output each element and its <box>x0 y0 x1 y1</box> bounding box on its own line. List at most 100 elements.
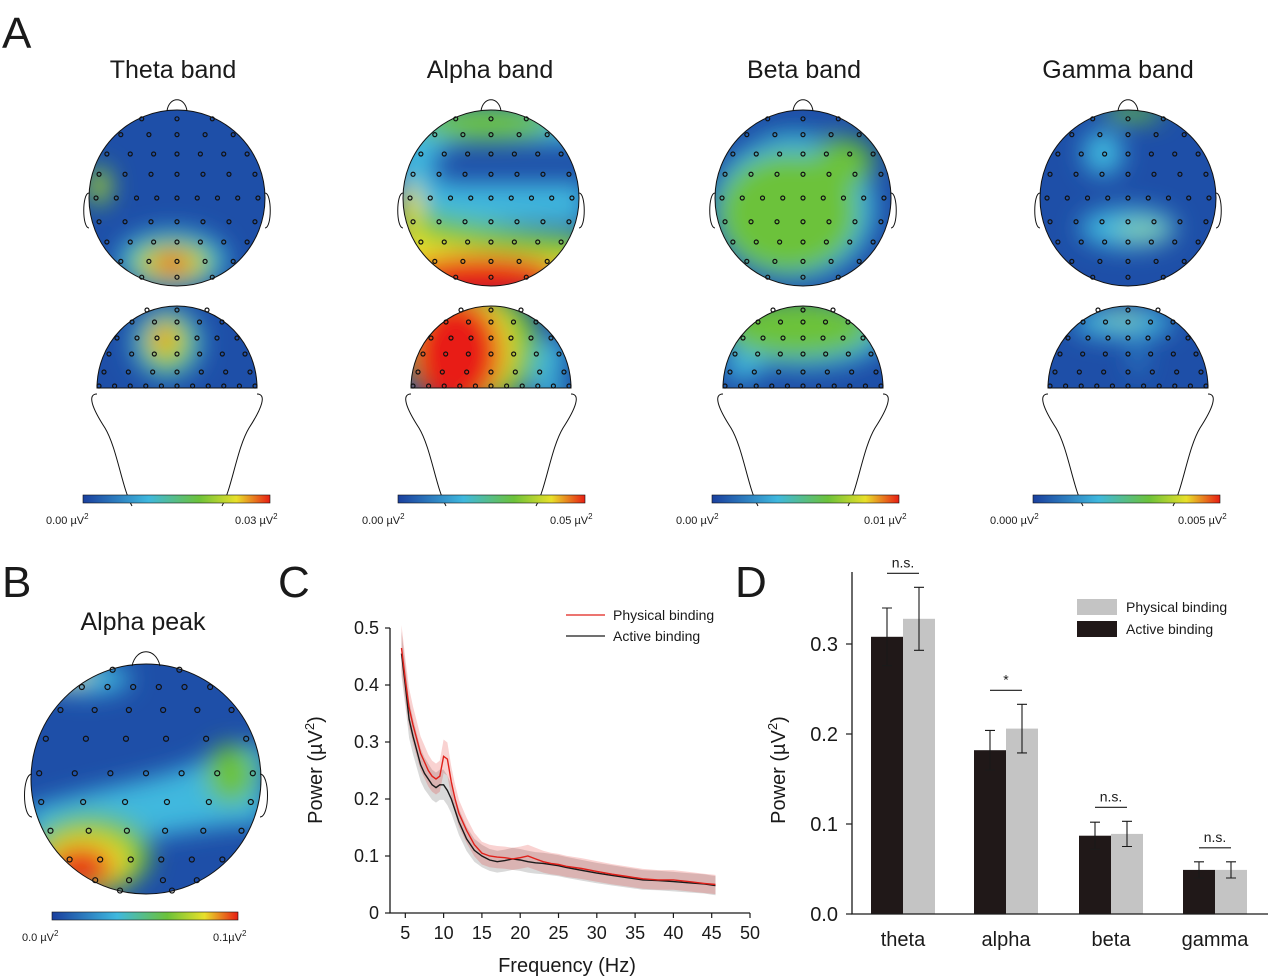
electrode <box>432 132 438 138</box>
electrode <box>418 151 424 157</box>
error-bar <box>1122 820 1132 848</box>
colorbar-max: 0.005 µV2 <box>1178 512 1227 527</box>
electrode <box>1177 219 1183 225</box>
electrode <box>178 770 185 777</box>
electrode <box>852 171 858 177</box>
confidence-bands <box>401 625 716 896</box>
electrode <box>488 274 494 280</box>
electrode <box>174 171 180 177</box>
electrode <box>174 195 180 201</box>
electrode <box>566 171 572 177</box>
electrode <box>1102 151 1108 157</box>
band-alpha: Alpha band <box>362 56 593 527</box>
x-tick-label: 40 <box>663 923 683 943</box>
x-tick-label: 45 <box>702 923 722 943</box>
electrode <box>1203 219 1209 225</box>
significance-label: * <box>1003 671 1009 687</box>
electrode <box>174 383 180 389</box>
electrode <box>523 116 529 122</box>
legend: Physical binding Active binding <box>566 607 714 644</box>
electrode <box>1203 383 1209 389</box>
electrode <box>845 319 851 325</box>
bar-chart: n.s. * n.s. n.s. 0.0 0.1 0.2 0.3 theta alpha bet… <box>765 554 1268 951</box>
legend: Physical binding Active binding <box>1077 599 1227 637</box>
electrode <box>755 351 761 357</box>
colorbar-max: 0.01 µV2 <box>864 512 907 527</box>
electrode <box>1095 307 1101 313</box>
topomap-top <box>1034 99 1222 287</box>
electrode <box>1125 369 1131 375</box>
electrode <box>1177 171 1183 177</box>
electrode <box>109 666 116 673</box>
colorbar-max: 0.1µV2 <box>213 929 247 944</box>
electrode <box>800 369 806 375</box>
topomap-top <box>397 99 585 287</box>
spectrum-chart: 5 10 15 20 25 30 35 40 45 50 0 0.1 0.2 0.3 0.4 0.5 Fre… <box>302 607 760 977</box>
electrode <box>860 335 866 341</box>
electrode <box>174 116 180 122</box>
electrode <box>468 195 474 201</box>
electrode <box>226 219 232 225</box>
legend-label-physical: Physical binding <box>1126 599 1227 615</box>
electrode <box>753 383 759 389</box>
electrode <box>1125 219 1131 225</box>
electrode <box>247 369 253 375</box>
electrode <box>840 335 846 341</box>
series-line-physical <box>400 647 716 886</box>
electrode <box>427 195 433 201</box>
legend-label-physical: Physical binding <box>613 607 714 623</box>
electrode <box>1073 171 1079 177</box>
electrode <box>447 195 454 201</box>
electrode <box>488 239 494 245</box>
electrode <box>142 770 150 777</box>
electrode <box>176 666 183 673</box>
electrode <box>104 151 110 157</box>
electrode <box>181 683 188 691</box>
significance-label: n.s. <box>1100 788 1123 804</box>
colorbar <box>711 494 900 504</box>
electrode <box>174 351 180 357</box>
electrode <box>158 856 165 863</box>
electrode <box>878 383 884 389</box>
band-theta: Theta band <box>46 56 278 527</box>
electrode <box>755 319 761 325</box>
electrode <box>123 827 130 834</box>
bars: n.s. * n.s. n.s. <box>871 554 1247 914</box>
electrode <box>1055 239 1061 245</box>
electrode <box>1064 195 1070 201</box>
electrode <box>722 171 728 177</box>
electrode <box>828 132 834 138</box>
electrode <box>244 151 250 157</box>
electrode <box>488 319 494 325</box>
electrode <box>200 219 206 225</box>
electrode <box>113 195 119 201</box>
electrode <box>244 239 250 245</box>
colorbar-min: 0.00 µV2 <box>362 512 405 527</box>
electrode <box>228 706 235 714</box>
electrode <box>1203 171 1209 177</box>
electrode <box>127 151 133 157</box>
electrode <box>410 219 416 225</box>
electrode <box>465 239 471 245</box>
electrode <box>861 195 867 201</box>
electrode <box>488 195 494 201</box>
electrode <box>1165 195 1172 201</box>
electrode <box>114 335 120 341</box>
electrode <box>528 335 534 341</box>
electrode <box>744 132 750 138</box>
electrode <box>528 195 535 201</box>
electrode <box>202 132 208 138</box>
electrode <box>1148 351 1154 357</box>
electrode <box>129 351 135 357</box>
electrode <box>511 239 517 245</box>
error-bar <box>914 586 924 651</box>
electrode <box>214 335 220 341</box>
electrode <box>143 383 149 389</box>
panel-label-a: A <box>2 9 32 58</box>
error-bar <box>1090 821 1100 850</box>
electrode <box>407 195 413 201</box>
electrode <box>443 351 449 357</box>
electrode <box>134 335 140 341</box>
topomap-top <box>83 99 271 287</box>
electrode <box>235 195 241 201</box>
